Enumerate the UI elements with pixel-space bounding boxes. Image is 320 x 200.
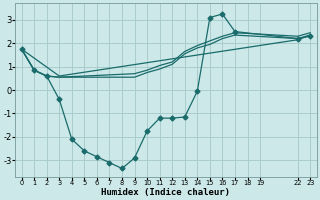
X-axis label: Humidex (Indice chaleur): Humidex (Indice chaleur)	[101, 188, 230, 197]
